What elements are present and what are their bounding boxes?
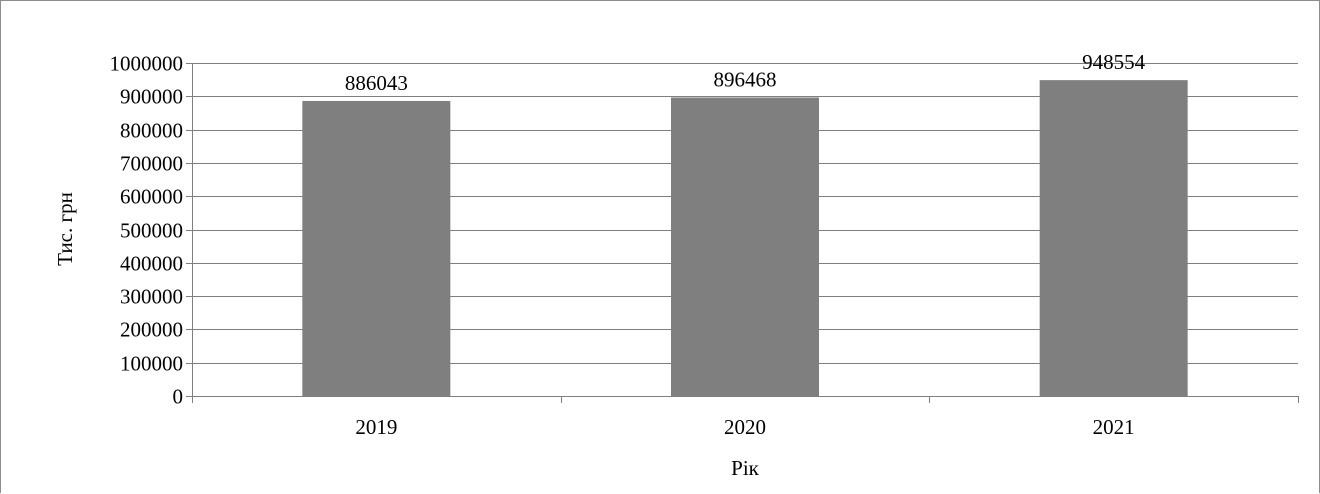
bar-2020 xyxy=(671,97,819,396)
y-tick-label: 700000 xyxy=(120,152,183,176)
y-tick-label: 400000 xyxy=(120,252,183,276)
bar-2021 xyxy=(1039,80,1188,396)
y-tick-label: 300000 xyxy=(120,285,183,309)
x-axis-title: Рік xyxy=(731,456,760,480)
x-tick-label-2020: 2020 xyxy=(724,415,766,439)
data-labels: 886043 896468 948554 xyxy=(345,50,1146,95)
axes xyxy=(186,63,1299,403)
bar-2019 xyxy=(302,100,451,396)
x-tick-label-2021: 2021 xyxy=(1093,415,1135,439)
x-tick-label-2019: 2019 xyxy=(355,415,397,439)
bars xyxy=(302,80,1188,396)
y-tick-label: 100000 xyxy=(120,352,183,376)
y-tick-label: 800000 xyxy=(120,119,183,143)
data-label-2020: 896468 xyxy=(714,67,777,91)
y-tick-label: 600000 xyxy=(120,185,183,209)
y-tick-label: 0 xyxy=(173,385,184,409)
x-tick-labels: 2019 2020 2021 xyxy=(355,415,1134,439)
y-axis-title: Тис. грн xyxy=(53,192,77,266)
y-tick-labels: 0 100000 200000 300000 400000 500000 600000 700… xyxy=(110,52,184,409)
data-label-2019: 886043 xyxy=(345,71,408,95)
y-tick-label: 900000 xyxy=(120,85,183,109)
y-tick-label: 1000000 xyxy=(110,52,184,76)
data-label-2021: 948554 xyxy=(1082,50,1146,74)
y-tick-label: 500000 xyxy=(120,219,183,243)
y-tick-label: 200000 xyxy=(120,318,183,342)
